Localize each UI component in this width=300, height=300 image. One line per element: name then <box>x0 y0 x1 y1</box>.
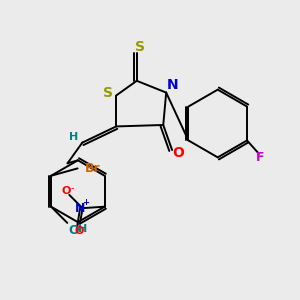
Text: N: N <box>74 202 85 215</box>
Text: F: F <box>256 151 265 164</box>
Text: O: O <box>75 226 84 236</box>
Text: O: O <box>172 146 184 160</box>
Text: S: S <box>103 86 113 100</box>
Text: -: - <box>70 183 74 194</box>
Text: S: S <box>135 40 145 54</box>
Text: Br: Br <box>85 162 100 175</box>
Text: H: H <box>79 224 88 234</box>
Text: O: O <box>69 224 80 237</box>
Text: O: O <box>62 186 71 197</box>
Text: +: + <box>82 198 90 207</box>
Text: H: H <box>69 132 79 142</box>
Text: N: N <box>166 78 178 92</box>
